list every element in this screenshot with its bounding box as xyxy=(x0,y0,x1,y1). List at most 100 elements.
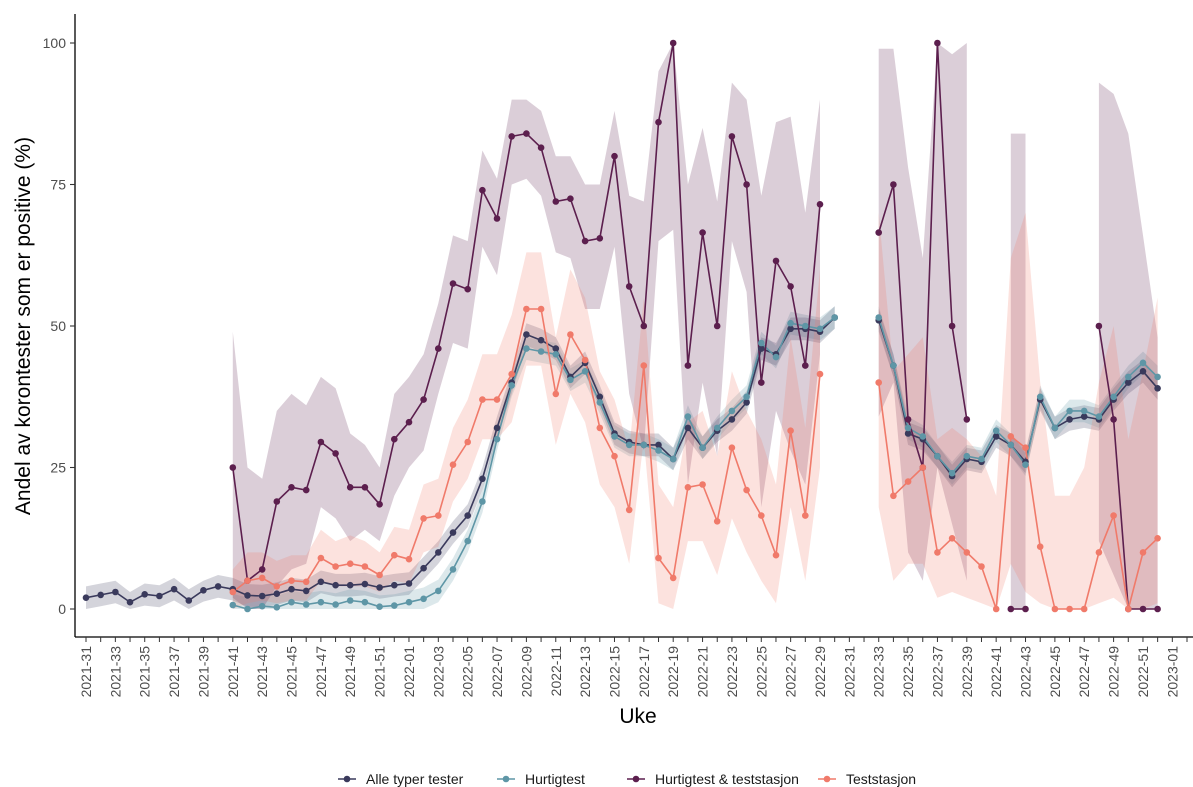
x-tick-label: 2022-47 xyxy=(1076,646,1092,698)
hurtigtest-point xyxy=(1080,407,1088,415)
hurtigtest-teststasjon-point xyxy=(1139,605,1147,613)
alle-typer-tester-point xyxy=(1125,379,1132,386)
x-tick-label: 2021-31 xyxy=(78,646,94,698)
x-tick-label: 2022-17 xyxy=(636,646,652,698)
legend-key-point xyxy=(632,775,640,783)
hurtigtest-point xyxy=(772,353,780,361)
legend-item-teststasjon: Teststasjon xyxy=(818,771,916,787)
teststasjon-point xyxy=(332,563,339,570)
hurtigtest-point xyxy=(317,598,325,606)
hurtigtest-point xyxy=(302,601,310,608)
hurtigtest-teststasjon-point xyxy=(1007,605,1015,613)
hurtigtest-teststasjon-point xyxy=(934,39,941,47)
hurtigtest-point xyxy=(802,322,809,330)
hurtigtest-point xyxy=(1110,393,1117,401)
alle-typer-tester-point xyxy=(904,430,912,437)
teststasjon-point xyxy=(699,481,706,488)
hurtigtest-band xyxy=(878,306,1158,485)
hurtigtest-teststasjon-point xyxy=(787,283,794,290)
hurtigtest-teststasjon-point xyxy=(963,416,971,423)
hurtigtest-point xyxy=(934,452,941,460)
x-tick-label: 2022-33 xyxy=(871,646,887,698)
series-points xyxy=(82,39,1161,613)
teststasjon-point xyxy=(537,305,545,313)
teststasjon-point xyxy=(273,583,281,590)
teststasjon-point xyxy=(391,551,398,559)
teststasjon-point xyxy=(244,577,251,584)
hurtigtest-teststasjon-point xyxy=(508,133,515,140)
hurtigtest-point xyxy=(537,348,545,355)
teststasjon-band xyxy=(878,212,1158,610)
teststasjon-point xyxy=(684,484,692,491)
teststasjon-point xyxy=(1139,549,1147,556)
alle-typer-tester-point xyxy=(596,393,604,401)
legend-key-point xyxy=(502,775,510,783)
hurtigtest-teststasjon-point xyxy=(273,498,281,505)
teststasjon-point xyxy=(1080,605,1088,613)
teststasjon-point xyxy=(1007,433,1015,440)
hurtigtest-teststasjon-point xyxy=(405,418,413,426)
confidence-bands xyxy=(86,43,1158,610)
hurtigtest-teststasjon-point xyxy=(1095,322,1103,330)
hurtigtest-point xyxy=(669,455,677,463)
hurtigtest-teststasjon-point xyxy=(317,438,325,446)
hurtigtest-point xyxy=(464,537,472,545)
alle-typer-tester-point xyxy=(82,594,90,601)
teststasjon-point xyxy=(229,588,237,596)
teststasjon-point xyxy=(713,518,721,525)
hurtigtest-teststasjon-point xyxy=(890,181,897,188)
hurtigtest-point xyxy=(596,399,604,406)
hurtigtest-teststasjon-point xyxy=(684,362,692,369)
teststasjon-point xyxy=(992,605,1000,613)
legend-label: Hurtigtest xyxy=(525,771,585,787)
alle-typer-tester-point xyxy=(332,581,339,589)
alle-typer-tester-point xyxy=(743,399,750,406)
hurtigtest-point xyxy=(435,587,442,595)
legend: Alle typer tester Hurtigtest Hurtigtest & … xyxy=(338,771,916,787)
hurtigtest-point xyxy=(728,407,736,415)
teststasjon-point xyxy=(772,551,780,559)
hurtigtest-point xyxy=(361,598,369,606)
hurtigtest-teststasjon-point xyxy=(875,229,882,236)
hurtigtest-teststasjon-point xyxy=(699,229,706,236)
teststasjon-point xyxy=(317,554,325,562)
alle-typer-tester-point xyxy=(787,325,794,333)
hurtigtest-point xyxy=(346,597,354,604)
teststasjon-point xyxy=(376,571,383,579)
alle-typer-tester-point xyxy=(302,587,310,595)
x-tick-label: 2022-13 xyxy=(577,646,593,698)
hurtigtest-point xyxy=(479,498,486,505)
alle-typer-tester-point xyxy=(214,583,222,590)
y-tick-label: 100 xyxy=(43,35,67,51)
hurtigtest-point xyxy=(831,314,838,321)
hurtigtest-teststasjon-point xyxy=(728,133,736,140)
hurtigtest-teststasjon-point xyxy=(625,283,633,290)
legend-item-hurtigtest-teststasjon: Hurtigtest & teststasjon xyxy=(627,771,799,787)
x-tick-label: 2022-01 xyxy=(401,646,417,698)
hurtigtest-point xyxy=(552,351,560,358)
legend-label: Alle typer tester xyxy=(366,771,464,787)
x-tick-label: 2022-45 xyxy=(1047,646,1063,698)
hurtigtest-teststasjon-point xyxy=(464,285,472,293)
alle-typer-tester-point xyxy=(361,580,369,588)
hurtigtest-point xyxy=(391,602,398,609)
alle-typer-tester-point xyxy=(1066,416,1073,423)
teststasjon-point xyxy=(875,379,882,386)
teststasjon-point xyxy=(596,424,604,432)
teststasjon-point xyxy=(302,578,310,586)
hurtigtest-point xyxy=(1095,413,1103,420)
y-tick-label: 25 xyxy=(50,460,66,476)
hurtigtest-point xyxy=(948,469,956,477)
teststasjon-point xyxy=(288,577,295,584)
hurtigtest-teststasjon-band xyxy=(232,43,821,609)
alle-typer-tester-point xyxy=(435,549,442,556)
hurtigtest-teststasjon-point xyxy=(332,450,339,457)
hurtigtest-point xyxy=(523,345,530,352)
teststasjon-point xyxy=(523,305,530,313)
hurtigtest-teststasjon-point xyxy=(537,144,545,151)
teststasjon-point xyxy=(1154,535,1161,542)
teststasjon-point xyxy=(728,444,736,452)
hurtigtest-point xyxy=(978,455,985,463)
teststasjon-point xyxy=(743,486,750,494)
